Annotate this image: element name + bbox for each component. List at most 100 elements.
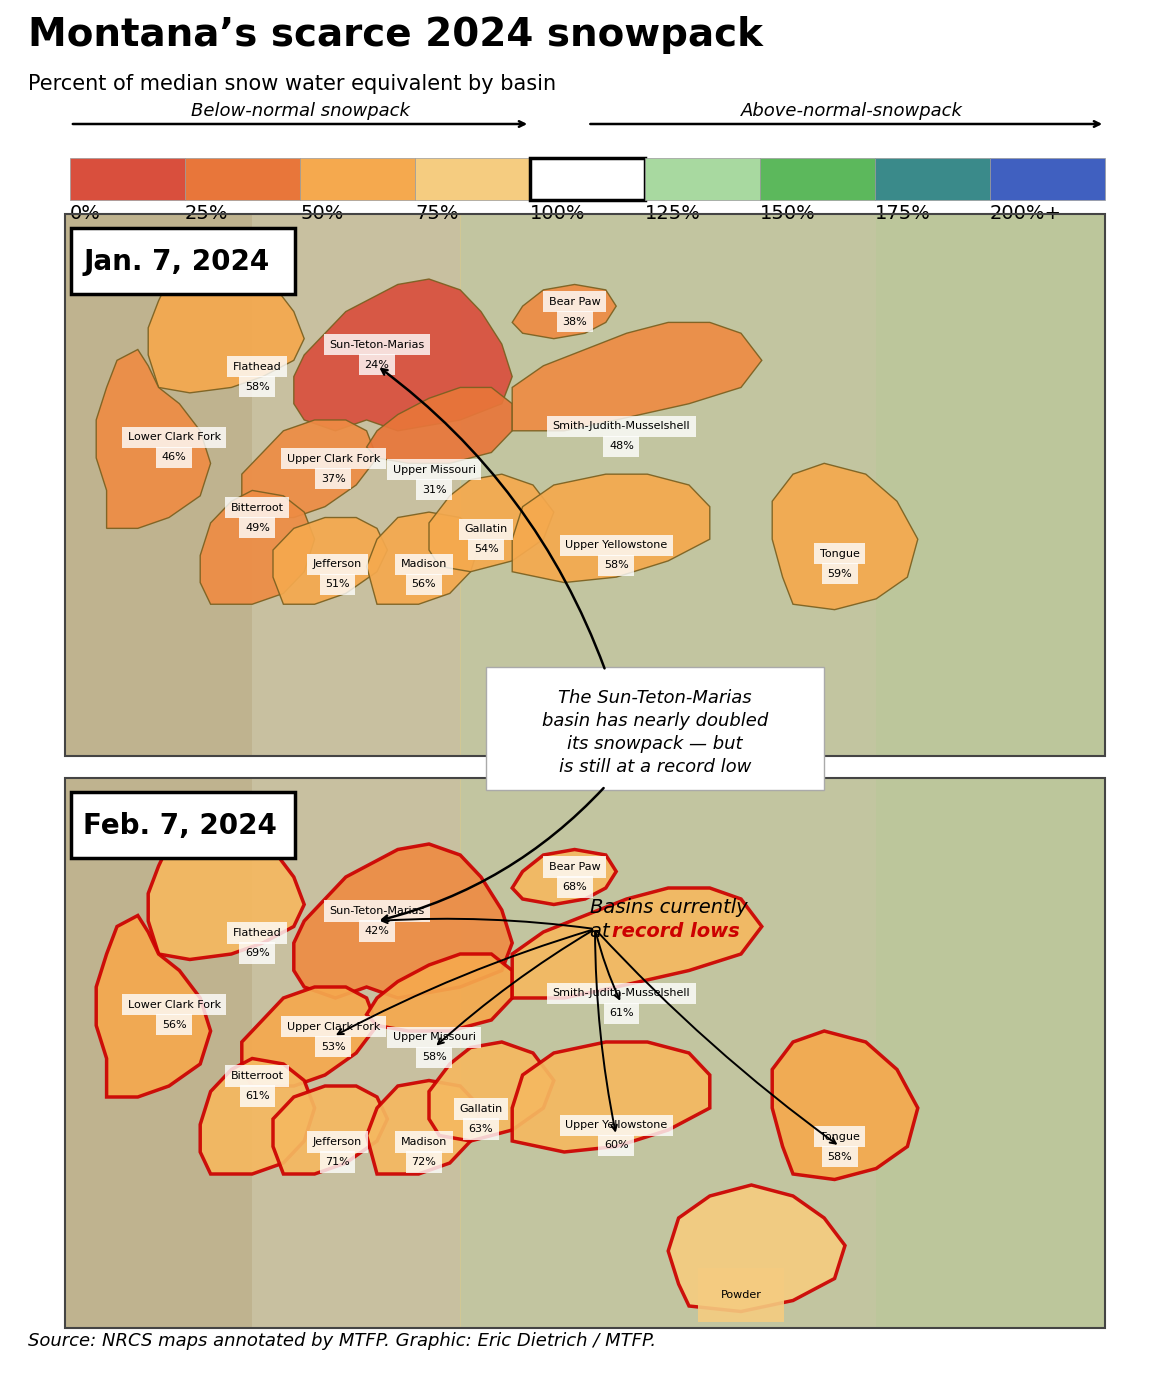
Text: 54%: 54% [474, 545, 498, 554]
Bar [876, 213, 1104, 755]
Polygon shape [429, 1042, 553, 1141]
Polygon shape [512, 323, 762, 431]
Text: Jan. 7, 2024: Jan. 7, 2024 [83, 248, 269, 276]
Polygon shape [200, 1059, 315, 1174]
Text: 31%: 31% [422, 485, 447, 495]
FancyBboxPatch shape [71, 229, 295, 294]
Polygon shape [460, 213, 1104, 755]
Bar [415, 158, 530, 200]
Text: Jefferson: Jefferson [312, 1137, 362, 1148]
Text: 61%: 61% [245, 1091, 270, 1100]
Text: Upper Missouri: Upper Missouri [393, 464, 476, 474]
Polygon shape [366, 388, 512, 463]
Text: Tongue: Tongue [820, 1131, 860, 1142]
Polygon shape [149, 258, 304, 392]
Text: 63%: 63% [469, 1124, 494, 1134]
Text: 59%: 59% [827, 568, 852, 578]
Polygon shape [96, 349, 211, 528]
Text: 0%: 0% [70, 204, 101, 223]
Text: 200%+: 200%+ [990, 204, 1062, 223]
Text: 24%: 24% [365, 360, 390, 370]
Polygon shape [512, 1042, 710, 1152]
Bar [70, 158, 185, 200]
Text: 71%: 71% [325, 1157, 350, 1167]
Bar [66, 778, 1104, 1328]
Text: Powder: Powder [721, 1290, 762, 1300]
Text: The Sun-Teton-Marias: The Sun-Teton-Marias [558, 689, 752, 707]
Polygon shape [273, 1087, 387, 1174]
Text: 60%: 60% [604, 1141, 628, 1150]
Text: Jefferson: Jefferson [312, 560, 362, 570]
Text: basin has nearly doubled: basin has nearly doubled [542, 712, 769, 730]
Text: Smith-Judith-Musselshell: Smith-Judith-Musselshell [552, 421, 690, 431]
Polygon shape [366, 511, 481, 604]
Polygon shape [512, 850, 617, 905]
Bar [300, 158, 415, 200]
Text: at: at [590, 922, 615, 941]
Text: Gallatin: Gallatin [464, 524, 508, 534]
Text: 46%: 46% [161, 452, 186, 462]
Text: Lower Clark Fork: Lower Clark Fork [128, 999, 221, 1009]
Polygon shape [512, 474, 710, 582]
Text: Bear Paw: Bear Paw [549, 297, 600, 306]
Text: Upper Yellowstone: Upper Yellowstone [565, 1120, 667, 1131]
Polygon shape [668, 1185, 845, 1311]
Bar [66, 213, 1104, 755]
Polygon shape [294, 279, 512, 431]
Text: Smith-Judith-Musselshell: Smith-Judith-Musselshell [552, 988, 690, 998]
Text: 68%: 68% [563, 881, 587, 893]
Text: 150%: 150% [760, 204, 815, 223]
Text: 69%: 69% [245, 948, 270, 958]
Text: Upper Clark Fork: Upper Clark Fork [287, 453, 380, 464]
Polygon shape [242, 420, 377, 517]
Polygon shape [366, 1081, 481, 1174]
Text: its snowpack — but: its snowpack — but [567, 735, 743, 753]
Text: Bear Paw: Bear Paw [549, 862, 600, 872]
Text: Madison: Madison [400, 1137, 447, 1148]
Polygon shape [149, 822, 304, 959]
Text: 56%: 56% [412, 579, 436, 589]
Text: Basins currently: Basins currently [590, 898, 748, 918]
Text: Tongue: Tongue [820, 549, 860, 559]
Text: 61%: 61% [610, 1009, 634, 1019]
Bar [760, 158, 875, 200]
FancyBboxPatch shape [71, 791, 295, 858]
Bar [876, 778, 1104, 1328]
Text: 58%: 58% [245, 381, 270, 392]
Text: Madison: Madison [400, 560, 447, 570]
Text: Feb. 7, 2024: Feb. 7, 2024 [83, 812, 277, 840]
Text: 49%: 49% [245, 523, 270, 532]
Text: 50%: 50% [300, 204, 343, 223]
Text: Upper Missouri: Upper Missouri [393, 1033, 476, 1042]
Text: Bitterroot: Bitterroot [230, 1071, 284, 1081]
Text: Lower Clark Fork: Lower Clark Fork [128, 432, 221, 442]
Text: 42%: 42% [365, 926, 390, 936]
Text: 48%: 48% [608, 441, 634, 452]
Text: 37%: 37% [321, 474, 345, 484]
Text: 38%: 38% [563, 316, 587, 327]
Polygon shape [200, 491, 315, 604]
Polygon shape [772, 1031, 917, 1179]
Text: Bitterroot: Bitterroot [230, 503, 284, 513]
Polygon shape [429, 474, 553, 571]
Text: 175%: 175% [875, 204, 931, 223]
Polygon shape [512, 888, 762, 998]
Polygon shape [512, 284, 617, 338]
Text: 100%: 100% [530, 204, 585, 223]
Text: 25%: 25% [185, 204, 228, 223]
Text: 58%: 58% [422, 1052, 447, 1063]
Text: 58%: 58% [604, 560, 628, 571]
Polygon shape [96, 916, 211, 1096]
Bar [645, 158, 760, 200]
Text: 125%: 125% [645, 204, 701, 223]
Polygon shape [66, 213, 253, 755]
Text: Above-normal-snowpack: Above-normal-snowpack [741, 103, 963, 121]
Bar [66, 778, 1104, 1328]
Text: is still at a record low: is still at a record low [559, 758, 751, 776]
Polygon shape [460, 778, 1104, 1328]
Text: 51%: 51% [325, 579, 350, 589]
Text: Flathead: Flathead [233, 362, 282, 371]
Text: 56%: 56% [161, 1020, 186, 1030]
Text: Gallatin: Gallatin [460, 1105, 503, 1114]
Polygon shape [242, 987, 377, 1087]
